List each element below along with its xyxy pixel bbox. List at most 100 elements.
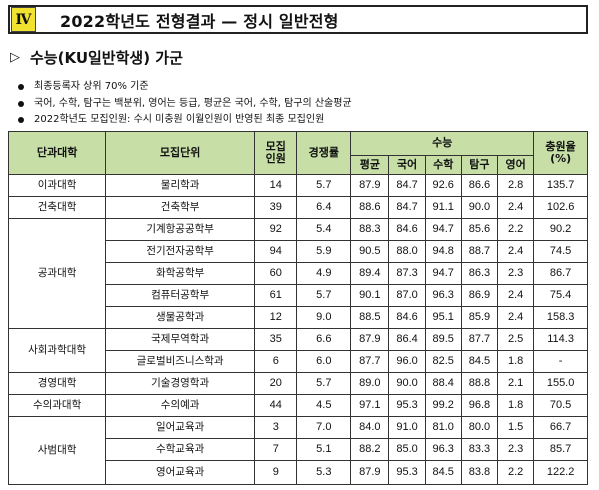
quota-cell: 60 [254, 262, 298, 285]
english-cell: 2.4 [497, 284, 535, 307]
inquiry-cell: 83.8 [460, 460, 499, 485]
header-college: 단과대학 [7, 131, 107, 175]
header-korean: 국어 [388, 155, 426, 175]
inquiry-cell: 80.0 [460, 416, 499, 439]
college-cell: 건축대학 [7, 196, 107, 219]
quota-cell: 9 [254, 460, 298, 485]
korean-cell: 84.6 [388, 306, 426, 329]
math-cell: 96.3 [424, 284, 462, 307]
fill-rate-cell: 74.5 [533, 240, 588, 263]
inquiry-cell: 88.8 [460, 372, 499, 395]
korean-cell: 90.0 [388, 372, 426, 395]
table-row: 공과대학 기계항공공학부 92 5.4 88.3 84.6 94.7 85.6 2.2 90.2 [7, 218, 588, 329]
note-item: 최종등록자 상위 70% 기준 [18, 79, 352, 96]
inquiry-cell: 84.5 [460, 350, 499, 373]
math-cell: 81.0 [424, 416, 462, 439]
english-cell: 2.2 [497, 460, 535, 485]
table-row: 건축대학 건축학부 39 6.4 88.6 84.7 91.1 90.0 2.4 102.6 [7, 196, 588, 219]
avg-cell: 87.9 [350, 174, 390, 197]
header-inquiry: 탐구 [460, 155, 499, 175]
avg-cell: 89.4 [350, 262, 390, 285]
college-cell: 사회과학대학 [7, 328, 107, 373]
english-cell: 2.3 [497, 262, 535, 285]
english-cell: 2.4 [497, 196, 535, 219]
competition-cell: 5.7 [296, 284, 352, 307]
college-cell: 공과대학 [7, 218, 107, 329]
dept-cell: 건축학부 [105, 196, 256, 219]
note-item: 국어, 수학, 탐구는 백분위, 영어는 등급, 평균은 국어, 수학, 탐구의… [18, 96, 352, 113]
korean-cell: 87.3 [388, 262, 426, 285]
math-cell: 99.2 [424, 394, 462, 417]
page-title-box: Ⅳ 2022학년도 전형결과 — 정시 일반전형 [8, 5, 588, 34]
math-cell: 91.1 [424, 196, 462, 219]
korean-cell: 84.7 [388, 196, 426, 219]
competition-cell: 5.9 [296, 240, 352, 263]
inquiry-cell: 86.6 [460, 174, 499, 197]
avg-cell: 88.5 [350, 306, 390, 329]
competition-cell: 6.6 [296, 328, 352, 351]
fill-rate-cell: 90.2 [533, 218, 588, 241]
korean-cell: 86.4 [388, 328, 426, 351]
table-row: 생물공학과 12 9.0 88.5 84.6 95.1 85.9 2.4 158.3 [9, 306, 588, 329]
inquiry-cell: 90.0 [460, 196, 499, 219]
dept-cell: 생물공학과 [105, 306, 256, 329]
english-cell: 2.5 [497, 328, 535, 351]
dept-cell: 기계항공공학부 [105, 218, 256, 241]
table-row: 화학공학부 60 4.9 89.4 87.3 94.7 86.3 2.3 86.7 [9, 262, 588, 285]
fill-rate-cell: 75.4 [533, 284, 588, 307]
college-cell: 경영대학 [7, 372, 107, 395]
math-cell: 88.4 [424, 372, 462, 395]
inquiry-cell: 83.3 [460, 438, 499, 461]
competition-cell: 5.1 [296, 438, 352, 461]
korean-cell: 85.0 [388, 438, 426, 461]
bullet-icon [18, 84, 24, 91]
table-row: 사회과학대학 국제무역학과 35 6.6 87.9 86.4 89.5 87.7 2.5 114.… [7, 328, 588, 373]
quota-cell: 94 [254, 240, 298, 263]
fill-rate-cell: 114.3 [533, 328, 588, 351]
inquiry-cell: 87.7 [460, 328, 499, 351]
quota-cell: 6 [254, 350, 298, 373]
math-cell: 89.5 [424, 328, 462, 351]
quota-cell: 3 [254, 416, 298, 439]
quota-cell: 39 [254, 196, 298, 219]
fill-rate-cell: 85.7 [533, 438, 588, 461]
english-cell: 2.3 [497, 438, 535, 461]
korean-cell: 84.7 [388, 174, 426, 197]
notes-list: 최종등록자 상위 70% 기준 국어, 수학, 탐구는 백분위, 영어는 등급,… [18, 79, 352, 129]
table-row: 경영대학 기술경영학과 20 5.7 89.0 90.0 88.4 88.8 2.1 155.0 [7, 372, 588, 395]
note-text: 2022학년도 모집인원: 수시 미충원 이월인원이 반영된 최종 모집인원 [34, 114, 325, 125]
dept-cell: 수의예과 [105, 394, 256, 417]
dept-cell: 기술경영학과 [105, 372, 256, 395]
quota-cell: 20 [254, 372, 298, 395]
english-cell: 2.1 [497, 372, 535, 395]
math-cell: 94.7 [424, 262, 462, 285]
avg-cell: 88.6 [350, 196, 390, 219]
fill-rate-cell: 158.3 [533, 306, 588, 329]
inquiry-cell: 85.9 [460, 306, 499, 329]
college-cell: 수의과대학 [7, 394, 107, 417]
fill-rate-cell: 135.7 [533, 174, 588, 197]
avg-cell: 88.2 [350, 438, 390, 461]
dept-cell: 화학공학부 [105, 262, 256, 285]
english-cell: 2.2 [497, 218, 535, 241]
competition-cell: 5.3 [296, 460, 352, 485]
competition-cell: 6.0 [296, 350, 352, 373]
korean-cell: 91.0 [388, 416, 426, 439]
competition-cell: 5.7 [296, 372, 352, 395]
quota-cell: 44 [254, 394, 298, 417]
dept-cell: 영어교육과 [105, 460, 256, 485]
avg-cell: 87.9 [350, 328, 390, 351]
inquiry-cell: 96.8 [460, 394, 499, 417]
competition-cell: 5.4 [296, 218, 352, 241]
math-cell: 82.5 [424, 350, 462, 373]
korean-cell: 88.0 [388, 240, 426, 263]
math-cell: 96.3 [424, 438, 462, 461]
dept-cell: 글로벌비즈니스학과 [105, 350, 256, 373]
header-english: 영어 [497, 155, 535, 175]
inquiry-cell: 86.9 [460, 284, 499, 307]
fill-rate-cell: 122.2 [533, 460, 588, 485]
header-fill-rate: 충원율 (%) [533, 131, 588, 175]
table-row: 수의과대학 수의예과 44 4.5 97.1 95.3 99.2 96.8 1.8 70.5 [7, 394, 588, 417]
avg-cell: 87.9 [350, 460, 390, 485]
note-item: 2022학년도 모집인원: 수시 미충원 이월인원이 반영된 최종 모집인원 [18, 112, 352, 129]
